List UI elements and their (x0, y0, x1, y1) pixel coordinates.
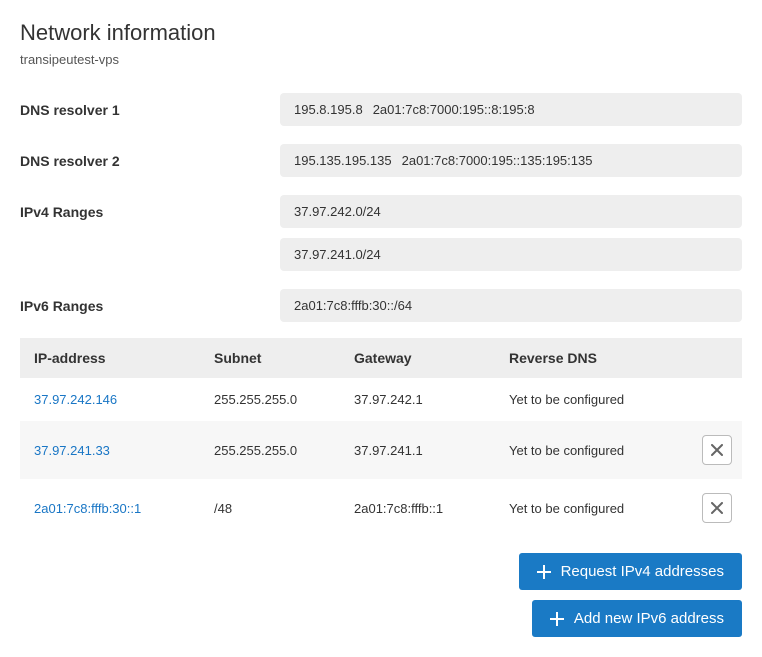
plus-icon (550, 612, 564, 626)
ipv4-ranges-label: IPv4 Ranges (20, 204, 280, 220)
request-ipv4-label: Request IPv4 addresses (561, 563, 724, 580)
dns2-ipv4: 195.135.195.135 (294, 153, 392, 168)
subnet-cell: 255.255.255.0 (200, 378, 340, 421)
action-cell (688, 479, 742, 537)
table-row: 37.97.242.146 255.255.255.037.97.242.1Yet… (20, 378, 742, 421)
col-header-subnet: Subnet (200, 338, 340, 378)
ipv4-range-2: 37.97.241.0/24 (280, 238, 742, 271)
request-ipv4-button[interactable]: Request IPv4 addresses (519, 553, 742, 590)
close-icon (711, 502, 723, 514)
ip-address-link[interactable]: 37.97.241.33 (34, 443, 110, 458)
ip-address-link[interactable]: 2a01:7c8:fffb:30::1 (34, 501, 141, 516)
gateway-cell: 2a01:7c8:fffb::1 (340, 479, 495, 537)
subnet-cell: 255.255.255.0 (200, 421, 340, 479)
dns2-value: 195.135.195.135 2a01:7c8:7000:195::135:19… (280, 144, 742, 177)
col-header-ip: IP-address (20, 338, 200, 378)
reverse-dns-cell: Yet to be configured (495, 479, 688, 537)
dns2-label: DNS resolver 2 (20, 153, 280, 169)
ipv6-ranges-label: IPv6 Ranges (20, 298, 280, 314)
ipv4-ranges-row-1: IPv4 Ranges 37.97.242.0/24 (20, 195, 742, 228)
dns-resolver-1-row: DNS resolver 1 195.8.195.8 2a01:7c8:7000:… (20, 93, 742, 126)
gateway-cell: 37.97.241.1 (340, 421, 495, 479)
col-header-action (688, 338, 742, 378)
ip-address-table: IP-address Subnet Gateway Reverse DNS 37… (20, 338, 742, 537)
table-row: 37.97.241.33 255.255.255.037.97.241.1Yet … (20, 421, 742, 479)
table-row: 2a01:7c8:fffb:30::1/482a01:7c8:fffb::1Ye… (20, 479, 742, 537)
dns-resolver-2-row: DNS resolver 2 195.135.195.135 2a01:7c8:7… (20, 144, 742, 177)
dns1-ipv4: 195.8.195.8 (294, 102, 363, 117)
close-icon (711, 444, 723, 456)
dns1-label: DNS resolver 1 (20, 102, 280, 118)
add-ipv6-button[interactable]: Add new IPv6 address (532, 600, 742, 637)
reverse-dns-cell: Yet to be configured (495, 378, 688, 421)
add-ipv6-label: Add new IPv6 address (574, 610, 724, 627)
vps-name: transipeutest-vps (20, 52, 742, 67)
dns1-value: 195.8.195.8 2a01:7c8:7000:195::8:195:8 (280, 93, 742, 126)
delete-ip-button[interactable] (702, 435, 732, 465)
ipv4-ranges-row-2: 37.97.241.0/24 (20, 238, 742, 271)
action-cell (688, 378, 742, 421)
dns1-ipv6: 2a01:7c8:7000:195::8:195:8 (373, 102, 535, 117)
page-title: Network information (20, 20, 742, 46)
gateway-cell: 37.97.242.1 (340, 378, 495, 421)
col-header-rdns: Reverse DNS (495, 338, 688, 378)
ipv4-range-1: 37.97.242.0/24 (280, 195, 742, 228)
ipv6-range-1: 2a01:7c8:fffb:30::/64 (280, 289, 742, 322)
action-cell (688, 421, 742, 479)
subnet-cell: /48 (200, 479, 340, 537)
action-buttons: Request IPv4 addresses Add new IPv6 addr… (20, 553, 742, 637)
reverse-dns-cell: Yet to be configured (495, 421, 688, 479)
delete-ip-button[interactable] (702, 493, 732, 523)
ip-address-link[interactable]: 37.97.242.146 (34, 392, 117, 407)
table-header-row: IP-address Subnet Gateway Reverse DNS (20, 338, 742, 378)
plus-icon (537, 565, 551, 579)
dns2-ipv6: 2a01:7c8:7000:195::135:195:135 (402, 153, 593, 168)
col-header-gateway: Gateway (340, 338, 495, 378)
ipv6-ranges-row: IPv6 Ranges 2a01:7c8:fffb:30::/64 (20, 289, 742, 322)
